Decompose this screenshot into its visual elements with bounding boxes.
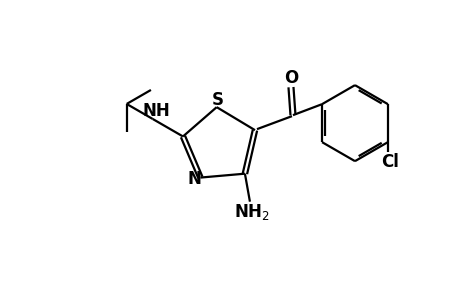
Text: N: N <box>187 169 201 188</box>
Text: NH: NH <box>142 102 170 120</box>
Text: Cl: Cl <box>380 153 398 171</box>
Text: O: O <box>283 69 297 87</box>
Text: S: S <box>211 91 223 109</box>
Text: NH$_2$: NH$_2$ <box>234 202 269 222</box>
